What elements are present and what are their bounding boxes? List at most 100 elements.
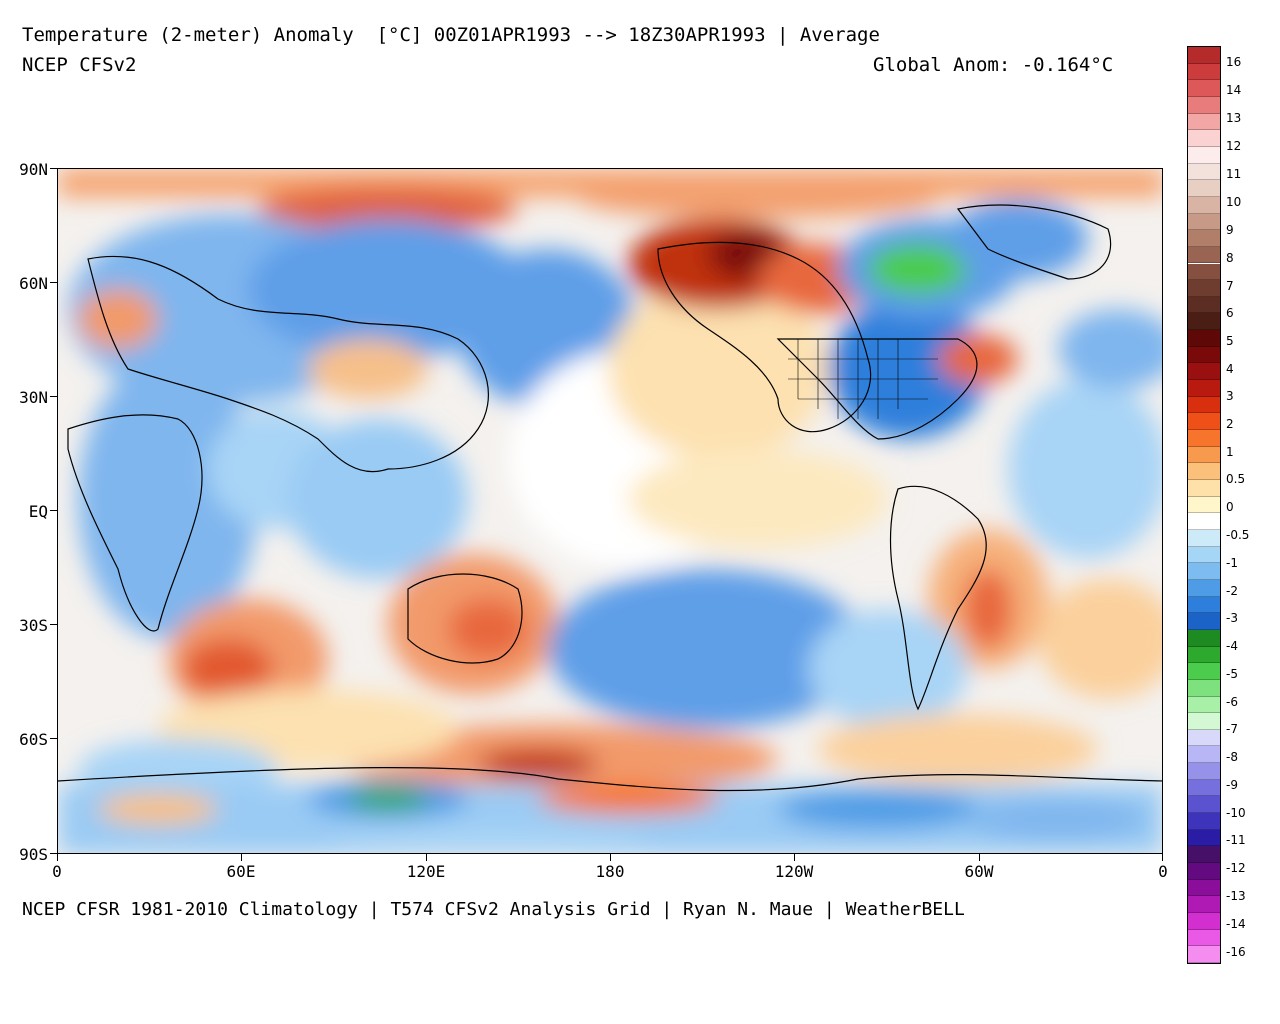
colorbar-swatch	[1188, 346, 1220, 364]
lon-tick	[1162, 854, 1163, 861]
colorbar-swatch	[1188, 96, 1220, 114]
lon-tick	[241, 854, 242, 861]
colorbar-swatch	[1188, 563, 1220, 580]
lat-label-60n: 60N	[19, 274, 48, 293]
footer-credit: NCEP CFSR 1981-2010 Climatology | T574 C…	[22, 899, 965, 920]
colorbar-swatch	[1188, 763, 1220, 780]
colorbar-swatch	[1188, 113, 1220, 131]
colorbar-label: 0.5	[1226, 472, 1246, 486]
colorbar-swatch	[1188, 696, 1220, 714]
colorbar-label: 11	[1226, 167, 1242, 181]
colorbar-swatch	[1188, 596, 1220, 614]
colorbar-label: 9	[1226, 223, 1234, 237]
colorbar-swatch	[1188, 363, 1220, 381]
colorbar-swatch	[1188, 846, 1220, 864]
colorbar	[1187, 46, 1221, 964]
colorbar-swatch	[1188, 496, 1220, 514]
colorbar-label: -11	[1226, 833, 1246, 847]
colorbar-label: 13	[1226, 111, 1242, 125]
colorbar-swatch	[1188, 729, 1220, 747]
colorbar-label: -6	[1226, 695, 1238, 709]
colorbar-label: 5	[1226, 334, 1234, 348]
lat-tick	[50, 396, 57, 397]
colorbar-swatch	[1188, 796, 1220, 814]
colorbar-swatch	[1188, 63, 1220, 81]
colorbar-label: -7	[1226, 722, 1238, 736]
lat-tick	[50, 510, 57, 511]
colorbar-label: -13	[1226, 889, 1246, 903]
colorbar-label: -8	[1226, 750, 1238, 764]
colorbar-swatch	[1188, 879, 1220, 897]
colorbar-label: -1	[1226, 556, 1238, 570]
lon-tick	[610, 854, 611, 861]
colorbar-swatch	[1188, 480, 1220, 497]
lat-label-90s: 90S	[19, 845, 48, 864]
colorbar-label: 3	[1226, 389, 1234, 403]
colorbar-label: -2	[1226, 584, 1238, 598]
colorbar-label: 10	[1226, 195, 1242, 209]
anomaly-map	[57, 168, 1163, 854]
colorbar-label: 0	[1226, 500, 1234, 514]
colorbar-label: 2	[1226, 417, 1234, 431]
lat-label-30s: 30S	[19, 616, 48, 635]
lat-tick	[50, 738, 57, 739]
colorbar-swatch	[1188, 546, 1220, 564]
lat-label-60s: 60S	[19, 730, 48, 749]
anomaly-map-svg	[58, 169, 1162, 853]
state-borders	[788, 339, 938, 419]
colorbar-label: -16	[1226, 945, 1246, 959]
colorbar-swatch	[1188, 47, 1220, 64]
lat-label-eq: EQ	[28, 502, 48, 521]
colorbar-swatch	[1188, 679, 1220, 697]
coastlines	[58, 204, 1162, 792]
colorbar-swatch	[1188, 130, 1220, 147]
lon-label-120e: 120E	[406, 862, 446, 881]
colorbar-label: -10	[1226, 806, 1246, 820]
colorbar-swatch	[1188, 463, 1220, 480]
lon-label-60e: 60E	[226, 862, 256, 881]
lat-tick	[50, 624, 57, 625]
colorbar-label: 16	[1226, 55, 1242, 69]
lat-tick	[50, 168, 57, 169]
colorbar-label: 6	[1226, 306, 1234, 320]
colorbar-label: 1	[1226, 445, 1234, 459]
anomaly-field	[58, 169, 1162, 853]
colorbar-label: 4	[1226, 362, 1234, 376]
lat-tick	[50, 853, 57, 854]
colorbar-swatch	[1188, 663, 1220, 680]
colorbar-swatch	[1188, 529, 1220, 547]
colorbar-label: 12	[1226, 139, 1242, 153]
lon-label-0-east: 0	[1158, 862, 1168, 881]
colorbar-swatch	[1188, 413, 1220, 431]
colorbar-swatch	[1188, 629, 1220, 647]
colorbar-swatch	[1188, 446, 1220, 464]
model-name: NCEP CFSv2	[22, 54, 137, 76]
lon-tick	[979, 854, 980, 861]
colorbar-swatch	[1188, 196, 1220, 214]
colorbar-swatch	[1188, 263, 1220, 281]
colorbar-label: -3	[1226, 611, 1238, 625]
colorbar-swatch	[1188, 280, 1220, 297]
colorbar-label: -5	[1226, 667, 1238, 681]
colorbar-swatch	[1188, 613, 1220, 630]
colorbar-swatch	[1188, 146, 1220, 164]
lon-tick	[57, 854, 58, 861]
colorbar-swatch	[1188, 246, 1220, 264]
colorbar-swatch	[1188, 829, 1220, 847]
lon-label-0: 0	[52, 862, 62, 881]
colorbar-swatch	[1188, 513, 1220, 530]
lat-tick	[50, 282, 57, 283]
colorbar-swatch	[1188, 946, 1220, 963]
lon-label-120w: 120W	[774, 862, 814, 881]
lon-tick	[426, 854, 427, 861]
colorbar-swatch	[1188, 313, 1220, 331]
colorbar-swatch	[1188, 213, 1220, 231]
colorbar-label: -12	[1226, 861, 1246, 875]
colorbar-swatch	[1188, 396, 1220, 414]
colorbar-swatch	[1188, 430, 1220, 447]
colorbar-label: 7	[1226, 279, 1234, 293]
colorbar-swatch	[1188, 579, 1220, 597]
colorbar-swatch	[1188, 779, 1220, 797]
map-title: Temperature (2-meter) Anomaly [°C] 00Z01…	[22, 24, 880, 46]
colorbar-swatch	[1188, 230, 1220, 247]
